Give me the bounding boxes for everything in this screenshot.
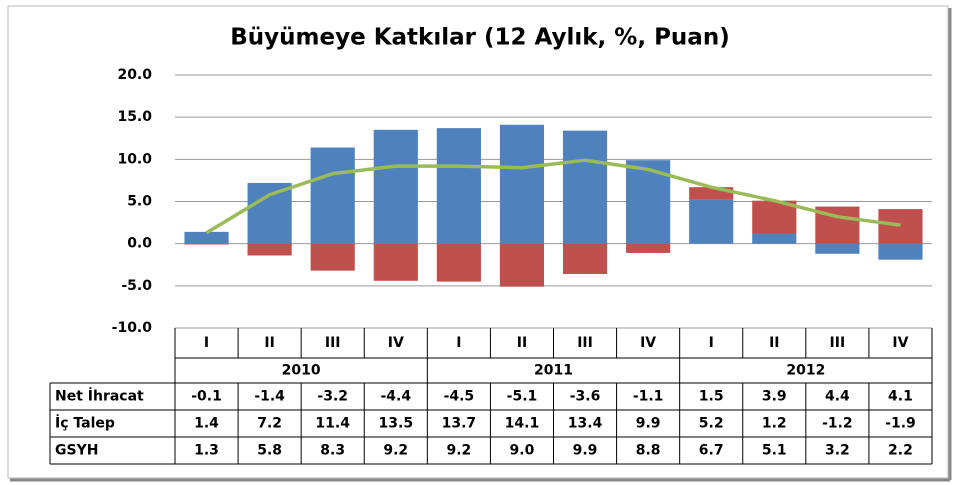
- table-value: -1.2: [822, 416, 853, 432]
- table-value: -1.1: [633, 389, 664, 405]
- bar: [310, 243, 355, 271]
- table-value: 5.2: [699, 416, 724, 432]
- table-value: 13.4: [568, 416, 603, 432]
- y-tick-label: 15.0: [117, 109, 152, 125]
- x-tick-label: II: [264, 335, 274, 351]
- table-value: 8.3: [320, 443, 345, 459]
- table-value: 5.8: [257, 443, 282, 459]
- x-tick-label: IV: [640, 335, 656, 351]
- bar: [878, 209, 923, 244]
- bar: [436, 128, 481, 244]
- x-tick-label: III: [830, 335, 846, 351]
- y-tick-label: 5.0: [127, 194, 152, 210]
- table-value: 11.4: [315, 416, 350, 432]
- x-group-label: 2011: [534, 363, 573, 379]
- table-value: 7.2: [257, 416, 282, 432]
- bar: [373, 243, 418, 281]
- table-value: 9.2: [383, 443, 408, 459]
- legend-label: GSYH: [55, 443, 98, 459]
- x-group-label: 2012: [786, 363, 825, 379]
- bar: [752, 233, 797, 244]
- table-value: 9.9: [636, 416, 661, 432]
- table-value: 6.7: [699, 443, 724, 459]
- bar: [626, 243, 671, 253]
- bar: [373, 129, 418, 244]
- table-value: 9.0: [510, 443, 535, 459]
- bar: [562, 243, 608, 275]
- table-value: -0.1: [191, 389, 222, 405]
- x-tick-label: II: [769, 335, 779, 351]
- bar: [184, 243, 229, 245]
- legend-label: İç Talep: [55, 415, 115, 432]
- chart-title: Büyümeye Katkılar (12 Aylık, %, Puan): [230, 25, 729, 51]
- table-value: -3.6: [570, 389, 601, 405]
- table-value: 1.5: [699, 389, 724, 405]
- table-value: 1.4: [194, 416, 219, 432]
- y-tick-label: 10.0: [117, 151, 152, 167]
- x-tick-label: IV: [388, 335, 404, 351]
- line-series: [205, 158, 901, 235]
- table-value: 3.9: [762, 389, 787, 405]
- bar: [436, 243, 481, 282]
- x-tick-label: III: [577, 335, 593, 351]
- bar: [689, 199, 734, 244]
- bar: [499, 243, 545, 287]
- x-tick-label: I: [709, 335, 714, 351]
- table-value: -5.1: [507, 389, 538, 405]
- table-value: 13.5: [379, 416, 414, 432]
- y-tick-label: 0.0: [127, 236, 152, 252]
- table-value: 3.2: [825, 443, 850, 459]
- table-value: 1.2: [762, 416, 787, 432]
- x-tick-label: III: [325, 335, 341, 351]
- bar: [878, 243, 923, 260]
- table-value: 9.2: [446, 443, 471, 459]
- x-tick-label: I: [204, 335, 209, 351]
- y-tick-label: 20.0: [117, 67, 152, 83]
- table-value: -1.4: [254, 389, 285, 405]
- table-value: -4.5: [444, 389, 475, 405]
- table-value: 1.3: [194, 443, 219, 459]
- table-value: 4.4: [825, 389, 850, 405]
- table-value: 5.1: [762, 443, 787, 459]
- table-value: 2.2: [888, 443, 913, 459]
- table-value: 13.7: [442, 416, 477, 432]
- bar: [247, 182, 292, 244]
- table-value: 8.8: [636, 443, 661, 459]
- bar: [247, 243, 292, 256]
- table-value: -4.4: [380, 389, 411, 405]
- table-value: 4.1: [888, 389, 913, 405]
- x-tick-label: IV: [892, 335, 908, 351]
- x-group-label: 2010: [282, 363, 321, 379]
- x-tick-label: II: [517, 335, 527, 351]
- y-tick-label: -5.0: [121, 278, 152, 294]
- legend-label: Net İhracat: [55, 388, 144, 405]
- bar: [562, 130, 608, 244]
- bar: [310, 147, 355, 244]
- bar: [184, 231, 229, 244]
- y-tick-label: -10.0: [112, 320, 153, 336]
- table-value: -1.9: [885, 416, 916, 432]
- bar: [815, 243, 860, 254]
- frame: [7, 5, 949, 479]
- table-value: 14.1: [505, 416, 540, 432]
- table-value: 9.9: [573, 443, 598, 459]
- table-value: -3.2: [317, 389, 348, 405]
- x-tick-label: I: [456, 335, 461, 351]
- bar: [499, 124, 545, 244]
